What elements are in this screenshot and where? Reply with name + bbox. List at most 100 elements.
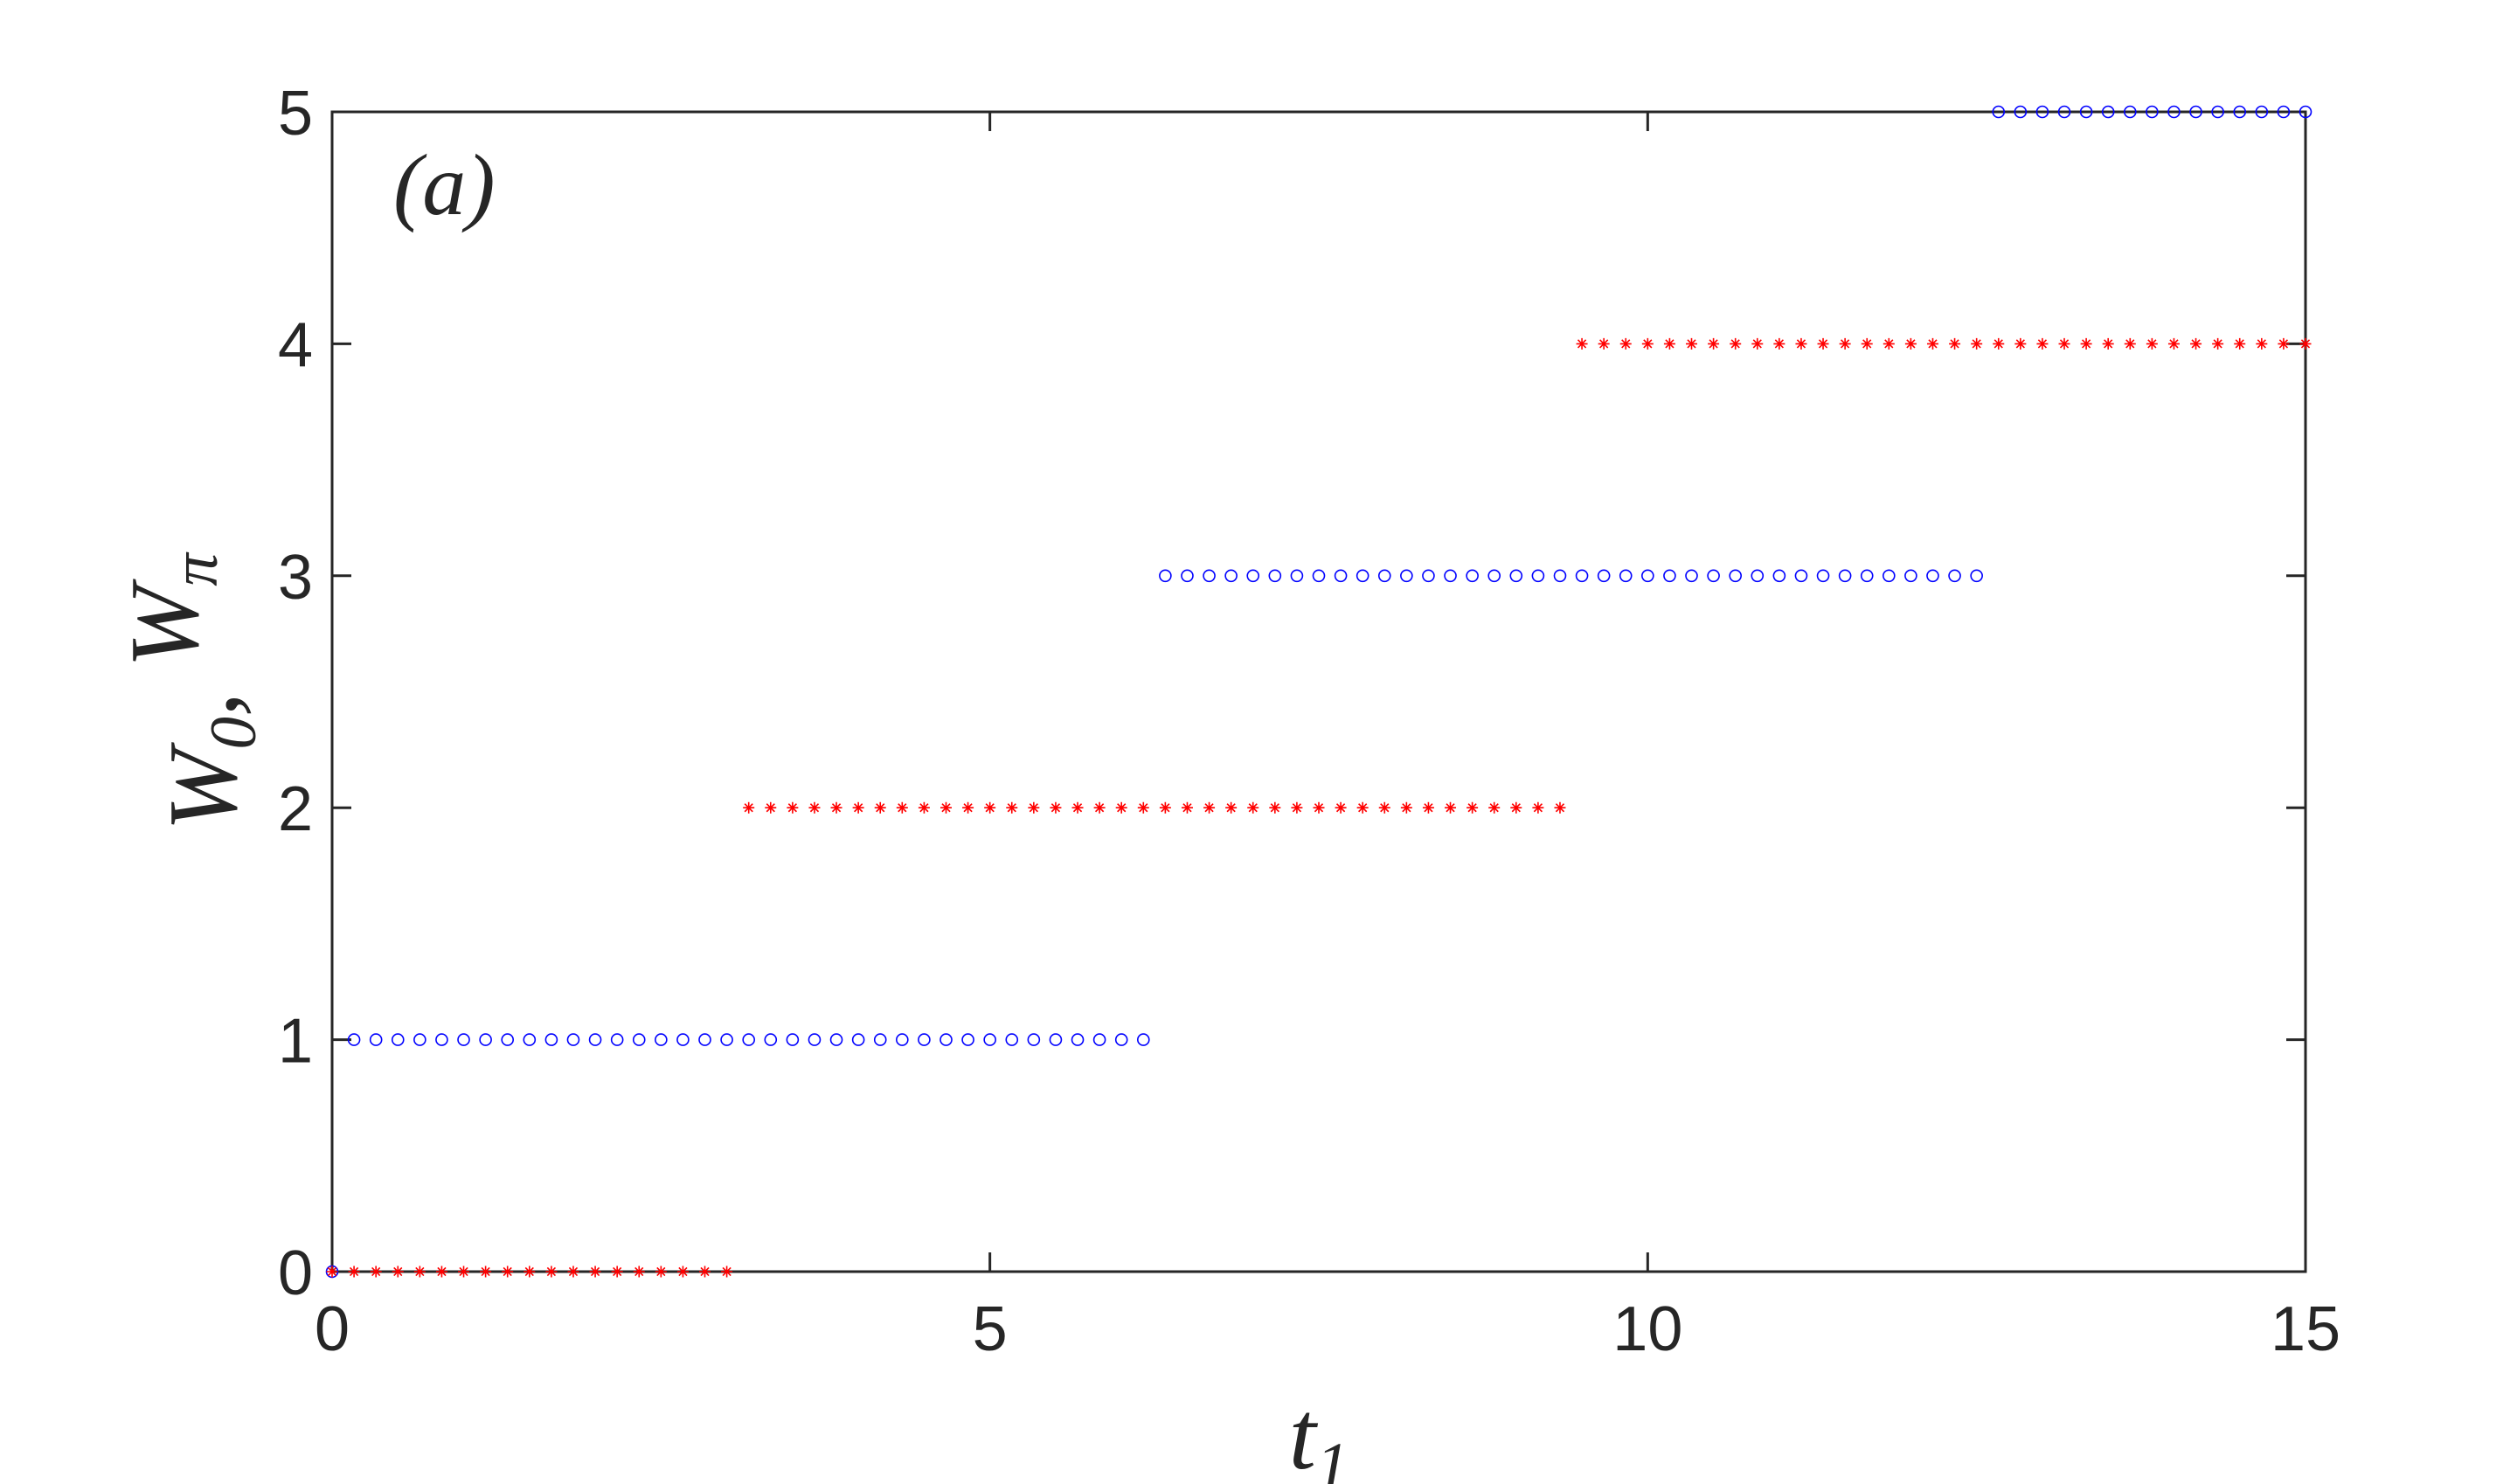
circle-point bbox=[435, 1033, 448, 1046]
asterisk-point bbox=[1247, 801, 1259, 814]
asterisk-point bbox=[1554, 801, 1566, 814]
circle-point bbox=[720, 1033, 733, 1046]
asterisk-point bbox=[655, 1266, 667, 1278]
asterisk-point bbox=[962, 801, 974, 814]
asterisk-point bbox=[567, 1266, 579, 1278]
asterisk-point bbox=[2036, 337, 2049, 350]
asterisk-point bbox=[1093, 801, 1106, 814]
circle-point bbox=[1816, 569, 1830, 583]
circle-point bbox=[1181, 569, 1194, 583]
asterisk-point bbox=[545, 1266, 558, 1278]
asterisk-point bbox=[808, 801, 821, 814]
annotation: (a) bbox=[393, 136, 496, 233]
asterisk-point bbox=[435, 1266, 447, 1278]
circle-point bbox=[1312, 569, 1326, 583]
asterisk-point bbox=[984, 801, 996, 814]
circle-point bbox=[2233, 105, 2247, 119]
asterisk-point bbox=[1488, 801, 1501, 814]
circle-point bbox=[1575, 569, 1589, 583]
circle-point bbox=[588, 1033, 602, 1046]
asterisk-point bbox=[1817, 337, 1829, 350]
circle-point bbox=[1794, 569, 1808, 583]
circle-point bbox=[1597, 569, 1611, 583]
y-tick-label: 3 bbox=[278, 543, 313, 613]
circle-point bbox=[1509, 569, 1523, 583]
circle-point bbox=[1729, 569, 1742, 583]
asterisk-point bbox=[1619, 337, 1632, 350]
circle-point bbox=[1422, 569, 1435, 583]
circle-point bbox=[918, 1033, 931, 1046]
circle-point bbox=[1268, 569, 1282, 583]
circle-point bbox=[829, 1033, 843, 1046]
circle-point bbox=[1356, 569, 1369, 583]
circle-point bbox=[983, 1033, 996, 1046]
circle-point bbox=[1838, 569, 1852, 583]
asterisk-point bbox=[1773, 337, 1785, 350]
circle-point bbox=[501, 1033, 515, 1046]
asterisk-point bbox=[370, 1266, 382, 1278]
circle-point bbox=[2255, 105, 2269, 119]
asterisk-point bbox=[2234, 337, 2246, 350]
asterisk-point bbox=[896, 801, 908, 814]
asterisk-point bbox=[1467, 801, 1479, 814]
axes-box bbox=[330, 110, 2307, 1273]
asterisk-point bbox=[1971, 337, 1983, 350]
circle-point bbox=[2079, 105, 2093, 119]
circle-point bbox=[1926, 569, 1939, 583]
asterisk-point bbox=[633, 1266, 645, 1278]
x-axis-label: t1 bbox=[1289, 1382, 1349, 1484]
asterisk-point bbox=[1576, 337, 1588, 350]
asterisk-point bbox=[1115, 801, 1127, 814]
asterisk-point bbox=[2299, 337, 2312, 350]
asterisk-point bbox=[743, 801, 755, 814]
circle-point bbox=[1707, 569, 1720, 583]
circle-point bbox=[676, 1033, 690, 1046]
asterisk-point bbox=[2256, 337, 2268, 350]
asterisk-point bbox=[611, 1266, 623, 1278]
circle-point bbox=[1685, 569, 1698, 583]
circle-point bbox=[808, 1033, 822, 1046]
y-tick-label: 0 bbox=[278, 1238, 313, 1308]
asterisk-point bbox=[1050, 801, 1062, 814]
circle-point bbox=[544, 1033, 558, 1046]
circle-point bbox=[764, 1033, 778, 1046]
circle-point bbox=[413, 1033, 426, 1046]
asterisk-point bbox=[1181, 801, 1193, 814]
asterisk-point bbox=[874, 801, 886, 814]
x-tick-label: 0 bbox=[315, 1294, 350, 1364]
circle-point bbox=[786, 1033, 800, 1046]
circle-point bbox=[369, 1033, 383, 1046]
circle-point bbox=[1553, 569, 1567, 583]
y-tick-label: 1 bbox=[278, 1007, 313, 1077]
circle-point bbox=[1641, 569, 1654, 583]
asterisk-point bbox=[1335, 801, 1347, 814]
circle-point bbox=[1948, 569, 1961, 583]
circle-point bbox=[391, 1033, 405, 1046]
circle-point bbox=[1377, 569, 1391, 583]
circle-point bbox=[1751, 569, 1765, 583]
circle-point bbox=[2167, 105, 2181, 119]
asterisk-point bbox=[2124, 337, 2136, 350]
circle-point bbox=[1883, 569, 1896, 583]
asterisk-point bbox=[1378, 801, 1390, 814]
asterisk-point bbox=[2058, 337, 2070, 350]
circle-point bbox=[2035, 105, 2049, 119]
asterisk-point bbox=[2014, 337, 2027, 350]
asterisk-point bbox=[1137, 801, 1149, 814]
circle-point bbox=[457, 1033, 470, 1046]
asterisk-point bbox=[1532, 801, 1544, 814]
asterisk-point bbox=[413, 1266, 426, 1278]
circle-point bbox=[851, 1033, 865, 1046]
asterisk-point bbox=[1598, 337, 1610, 350]
circle-point bbox=[610, 1033, 624, 1046]
circle-point bbox=[1334, 569, 1348, 583]
asterisk-point bbox=[502, 1266, 514, 1278]
circle-point bbox=[1531, 569, 1545, 583]
x-tick-label: 15 bbox=[2271, 1294, 2340, 1364]
circle-point bbox=[347, 1033, 361, 1046]
asterisk-point bbox=[1225, 801, 1238, 814]
asterisk-point bbox=[787, 801, 799, 814]
circle-point bbox=[655, 1033, 668, 1046]
